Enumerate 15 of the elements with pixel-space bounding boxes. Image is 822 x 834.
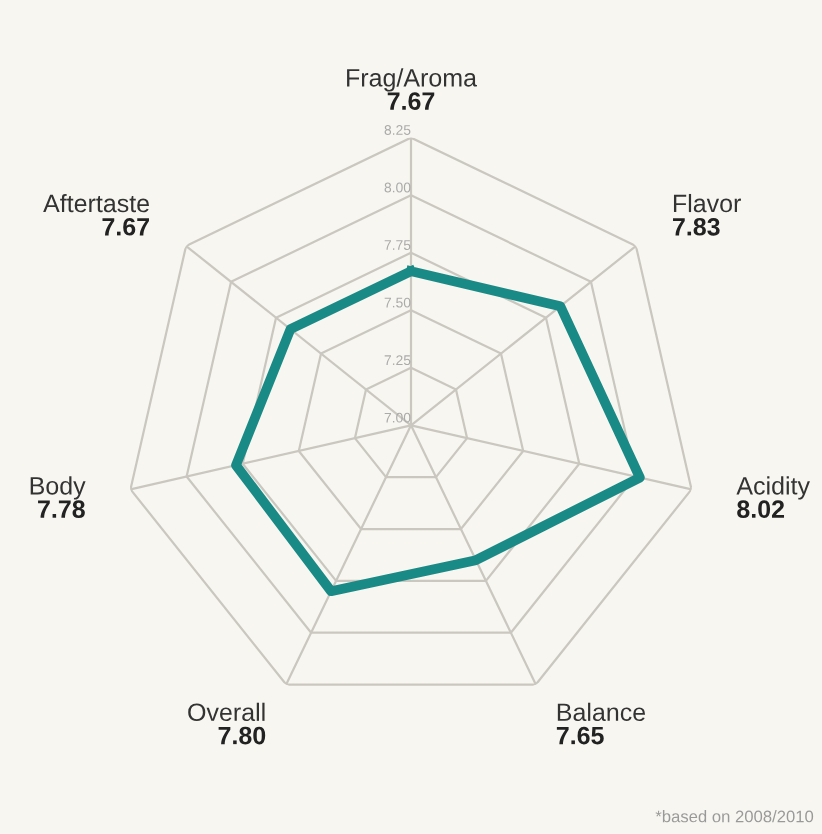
text: 7.80 <box>218 726 266 745</box>
spoke-label: Acidity <box>736 476 810 500</box>
spoke-label: Flavor <box>673 193 741 213</box>
text: 7.67 <box>387 92 435 110</box>
text: 7.78 <box>38 500 85 518</box>
spoke-label: Overall <box>188 702 265 722</box>
text: 7.83 <box>673 217 720 236</box>
text: 7.67 <box>102 217 149 236</box>
text: 8.02 <box>737 500 785 518</box>
spoke-label: Balance <box>557 702 646 722</box>
spoke-label: Frag/Aroma <box>347 68 477 92</box>
text: 7.65 <box>556 726 604 745</box>
spoke-label: Body <box>30 476 86 500</box>
spoke-label: Aftertaste <box>43 193 149 213</box>
text: *based on 2008/2010 <box>655 810 814 823</box>
